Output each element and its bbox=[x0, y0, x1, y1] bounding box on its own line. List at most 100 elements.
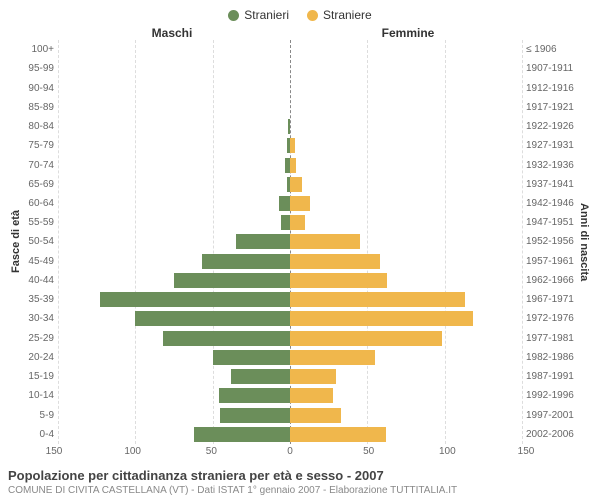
header-female: Femmine bbox=[290, 26, 526, 40]
bar-row bbox=[58, 175, 522, 194]
male-bar bbox=[281, 215, 290, 230]
age-tick: 95-99 bbox=[24, 59, 54, 78]
male-bar bbox=[236, 234, 290, 249]
bar-row bbox=[58, 425, 522, 444]
age-tick: 15-19 bbox=[24, 367, 54, 386]
bar-row bbox=[58, 386, 522, 405]
age-tick: 80-84 bbox=[24, 117, 54, 136]
chart-subtitle: COMUNE DI CIVITA CASTELLANA (VT) - Dati … bbox=[8, 485, 592, 496]
x-tick: 0 bbox=[287, 446, 293, 457]
birth-tick: 1942-1946 bbox=[526, 194, 576, 213]
birth-tick: 1962-1966 bbox=[526, 271, 576, 290]
female-bar bbox=[290, 388, 333, 403]
age-tick: 90-94 bbox=[24, 78, 54, 97]
bar-row bbox=[58, 155, 522, 174]
birth-tick: 1932-1936 bbox=[526, 155, 576, 174]
birth-tick: 1917-1921 bbox=[526, 98, 576, 117]
y-axis-label-left: Fasce di età bbox=[8, 40, 24, 444]
male-bar bbox=[219, 388, 290, 403]
birth-tick: 1987-1991 bbox=[526, 367, 576, 386]
birth-tick: 1967-1971 bbox=[526, 290, 576, 309]
female-swatch bbox=[307, 10, 318, 21]
birth-tick: 1937-1941 bbox=[526, 175, 576, 194]
female-bar bbox=[290, 158, 296, 173]
legend-female-label: Straniere bbox=[323, 8, 372, 22]
age-tick: 65-69 bbox=[24, 175, 54, 194]
age-tick: 40-44 bbox=[24, 271, 54, 290]
chart-title: Popolazione per cittadinanza straniera p… bbox=[8, 468, 592, 483]
birth-tick: 1947-1951 bbox=[526, 213, 576, 232]
male-bar bbox=[213, 350, 290, 365]
birth-tick: 1927-1931 bbox=[526, 136, 576, 155]
bar-row bbox=[58, 405, 522, 424]
x-tick: 100 bbox=[124, 446, 141, 457]
birth-tick: 2002-2006 bbox=[526, 425, 576, 444]
birth-tick: 1997-2001 bbox=[526, 405, 576, 424]
female-bar bbox=[290, 350, 375, 365]
female-bar bbox=[290, 427, 386, 442]
age-tick: 5-9 bbox=[24, 405, 54, 424]
male-bar bbox=[220, 408, 290, 423]
bar-row bbox=[58, 98, 522, 117]
age-tick: 55-59 bbox=[24, 213, 54, 232]
x-axis-ticks: 15010050050100150 bbox=[54, 446, 526, 460]
x-axis: 15010050050100150 bbox=[8, 446, 592, 460]
age-tick: 10-14 bbox=[24, 386, 54, 405]
bar-row bbox=[58, 136, 522, 155]
header-male: Maschi bbox=[54, 26, 290, 40]
age-tick: 30-34 bbox=[24, 309, 54, 328]
bar-row bbox=[58, 271, 522, 290]
bar-row bbox=[58, 252, 522, 271]
age-tick: 70-74 bbox=[24, 155, 54, 174]
birth-tick: ≤ 1906 bbox=[526, 40, 576, 59]
x-tick: 150 bbox=[46, 446, 63, 457]
x-tick: 150 bbox=[518, 446, 535, 457]
age-tick: 50-54 bbox=[24, 232, 54, 251]
bar-row bbox=[58, 367, 522, 386]
female-bar bbox=[290, 177, 302, 192]
female-bar bbox=[290, 215, 305, 230]
birth-tick: 1957-1961 bbox=[526, 252, 576, 271]
male-bar bbox=[100, 292, 290, 307]
female-bar bbox=[290, 196, 310, 211]
legend: Stranieri Straniere bbox=[8, 8, 592, 22]
female-bar bbox=[290, 273, 387, 288]
bar-row bbox=[58, 78, 522, 97]
male-bar bbox=[163, 331, 290, 346]
bar-row bbox=[58, 232, 522, 251]
birth-tick: 1972-1976 bbox=[526, 309, 576, 328]
female-bar bbox=[290, 311, 473, 326]
age-tick: 25-29 bbox=[24, 329, 54, 348]
birth-tick: 1912-1916 bbox=[526, 78, 576, 97]
age-tick: 85-89 bbox=[24, 98, 54, 117]
female-bar bbox=[290, 254, 380, 269]
female-bar bbox=[290, 292, 465, 307]
birth-tick: 1907-1911 bbox=[526, 59, 576, 78]
bar-row bbox=[58, 213, 522, 232]
x-tick: 50 bbox=[363, 446, 374, 457]
birth-tick: 1952-1956 bbox=[526, 232, 576, 251]
male-bar bbox=[135, 311, 290, 326]
x-tick: 50 bbox=[206, 446, 217, 457]
age-tick: 75-79 bbox=[24, 136, 54, 155]
birth-axis-ticks: ≤ 19061907-19111912-19161917-19211922-19… bbox=[522, 40, 576, 444]
age-tick: 20-24 bbox=[24, 348, 54, 367]
male-bar bbox=[279, 196, 290, 211]
age-axis-ticks: 100+95-9990-9485-8980-8475-7970-7465-696… bbox=[24, 40, 58, 444]
female-bar bbox=[290, 331, 442, 346]
bar-row bbox=[58, 329, 522, 348]
y-axis-label-right: Anni di nascita bbox=[576, 40, 592, 444]
female-bar bbox=[290, 408, 341, 423]
age-tick: 60-64 bbox=[24, 194, 54, 213]
age-tick: 45-49 bbox=[24, 252, 54, 271]
bar-row bbox=[58, 348, 522, 367]
legend-male: Stranieri bbox=[228, 8, 289, 22]
birth-tick: 1977-1981 bbox=[526, 329, 576, 348]
chart-footer: Popolazione per cittadinanza straniera p… bbox=[8, 468, 592, 496]
male-bar bbox=[174, 273, 290, 288]
female-bar bbox=[290, 234, 360, 249]
female-bar bbox=[290, 369, 336, 384]
legend-female: Straniere bbox=[307, 8, 372, 22]
male-bar bbox=[231, 369, 290, 384]
birth-tick: 1922-1926 bbox=[526, 117, 576, 136]
